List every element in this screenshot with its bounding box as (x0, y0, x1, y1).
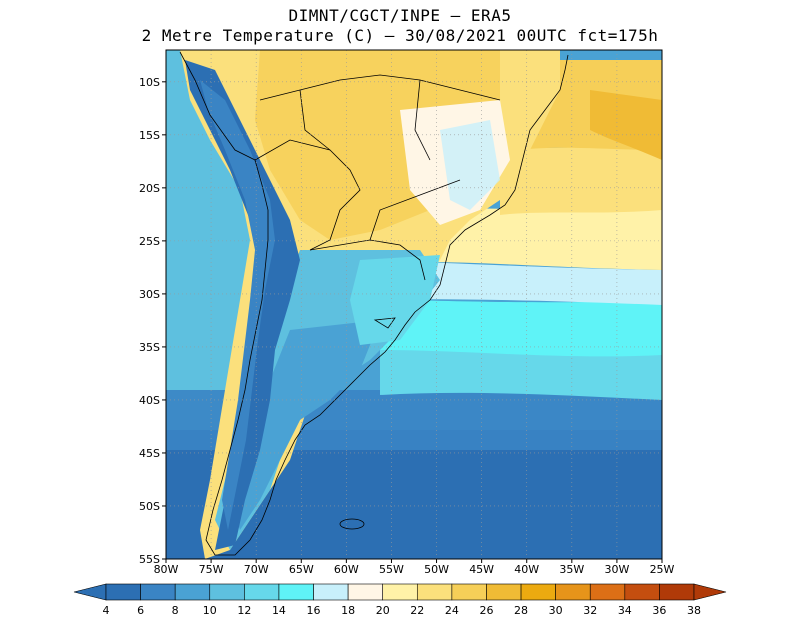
colorbar-arrow-low (73, 583, 107, 601)
lon-tick-label: 55W (379, 563, 404, 576)
colorbar-swatch (209, 583, 245, 601)
colorbar-swatch (244, 583, 280, 601)
colorbar-swatch (659, 583, 695, 601)
lon-tick-label: 80W (154, 563, 179, 576)
colorbar-swatch (624, 583, 660, 601)
colorbar-swatch (174, 583, 211, 601)
lat-tick-label: 15S (139, 129, 160, 142)
lat-tick-label: 30S (139, 288, 160, 301)
map-frame (165, 49, 663, 560)
colorbar-label: 22 (410, 604, 424, 617)
colorbar-swatch (451, 583, 487, 601)
colorbar-swatch (140, 583, 176, 601)
colorbar-swatch (486, 583, 522, 601)
colorbar-swatch (520, 583, 556, 601)
colorbar-label: 28 (514, 604, 528, 617)
lat-tick-label: 55S (139, 553, 160, 566)
colorbar-swatch (589, 583, 626, 601)
lon-tick-label: 50W (424, 563, 449, 576)
lon-tick-label: 25W (650, 563, 675, 576)
colorbar-label: 34 (618, 604, 632, 617)
longitude-labels: 80W 75W 70W 65W 60W 55W 50W 45W 40W 35W 30W 25W (154, 559, 675, 576)
colorbar-swatch (347, 583, 384, 601)
lon-tick-label: 70W (244, 563, 269, 576)
lat-tick-label: 20S (139, 182, 160, 195)
lon-tick-label: 75W (199, 563, 224, 576)
colorbar-label: 24 (445, 604, 459, 617)
lon-tick-label: 60W (334, 563, 359, 576)
chart-subtitle: 2 Metre Temperature (C) – 30/08/2021 00U… (141, 26, 659, 45)
lon-tick-label: 35W (559, 563, 584, 576)
lon-tick-label: 30W (604, 563, 629, 576)
colorbar-label: 6 (137, 604, 144, 617)
colorbar-swatch (105, 583, 141, 601)
lat-tick-label: 45S (139, 447, 160, 460)
lon-tick-label: 65W (289, 563, 314, 576)
colorbar-swatch (416, 583, 453, 601)
colorbar-label: 10 (203, 604, 217, 617)
colorbar-swatch (382, 583, 418, 601)
colorbar-swatch (555, 583, 591, 601)
lat-tick-label: 25S (139, 235, 160, 248)
lat-tick-label: 35S (139, 341, 160, 354)
temperature-field (166, 50, 662, 559)
colorbar (73, 583, 727, 601)
colorbar-swatch (278, 583, 314, 601)
colorbar-label: 16 (307, 604, 321, 617)
colorbar-labels: 4 6 8 10 12 14 16 18 20 22 24 26 28 30 32 34 36 38 (103, 604, 702, 617)
colorbar-swatch (313, 583, 349, 601)
colorbar-label: 32 (583, 604, 597, 617)
colorbar-label: 36 (652, 604, 666, 617)
colorbar-label: 8 (172, 604, 179, 617)
latitude-labels: 10S 15S 20S 25S 30S 35S 40S 45S 50S 55S (139, 76, 166, 566)
colorbar-label: 14 (272, 604, 286, 617)
lon-tick-label: 45W (469, 563, 494, 576)
lat-tick-label: 40S (139, 394, 160, 407)
colorbar-label: 20 (376, 604, 390, 617)
colorbar-label: 30 (549, 604, 563, 617)
colorbar-label: 26 (479, 604, 493, 617)
lat-tick-label: 10S (139, 76, 160, 89)
colorbar-label: 18 (341, 604, 355, 617)
coastlines (179, 51, 569, 556)
graticule (166, 50, 662, 560)
lon-tick-label: 40W (514, 563, 539, 576)
colorbar-arrow-high (693, 583, 727, 601)
chart-title: DIMNT/CGCT/INPE – ERA5 (288, 6, 512, 25)
colorbar-label: 38 (687, 604, 701, 617)
lat-tick-label: 50S (139, 500, 160, 513)
colorbar-label: 12 (237, 604, 251, 617)
colorbar-label: 4 (103, 604, 110, 617)
